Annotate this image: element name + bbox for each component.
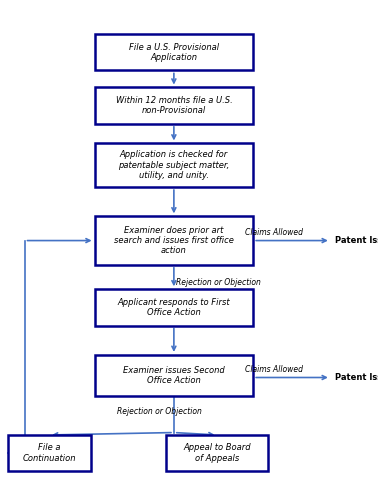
Text: Claims Allowed: Claims Allowed [245, 227, 303, 237]
Text: Patent Issues: Patent Issues [335, 373, 378, 382]
Text: Applicant responds to First
Office Action: Applicant responds to First Office Actio… [118, 298, 230, 317]
Text: Appeal to Board
of Appeals: Appeal to Board of Appeals [184, 444, 251, 463]
Text: Within 12 months file a U.S.
non-Provisional: Within 12 months file a U.S. non-Provisi… [116, 96, 232, 115]
Text: Rejection or Objection: Rejection or Objection [176, 278, 261, 287]
FancyBboxPatch shape [8, 435, 91, 471]
FancyBboxPatch shape [94, 216, 253, 265]
FancyBboxPatch shape [94, 355, 253, 396]
Text: Claims Allowed: Claims Allowed [245, 364, 303, 374]
Text: Examiner issues Second
Office Action: Examiner issues Second Office Action [123, 366, 225, 385]
FancyBboxPatch shape [94, 34, 253, 70]
Text: File a
Continuation: File a Continuation [22, 444, 76, 463]
Text: Rejection or Objection: Rejection or Objection [117, 407, 202, 416]
Text: Examiner does prior art
search and issues first office
action: Examiner does prior art search and issue… [114, 226, 234, 256]
Text: Patent Issues: Patent Issues [335, 236, 378, 245]
FancyBboxPatch shape [94, 289, 253, 326]
Text: File a U.S. Provisional
Application: File a U.S. Provisional Application [129, 43, 219, 62]
Text: Application is checked for
patentable subject matter,
utility, and unity.: Application is checked for patentable su… [118, 150, 229, 180]
FancyBboxPatch shape [166, 435, 268, 471]
FancyBboxPatch shape [94, 143, 253, 187]
FancyBboxPatch shape [94, 87, 253, 124]
